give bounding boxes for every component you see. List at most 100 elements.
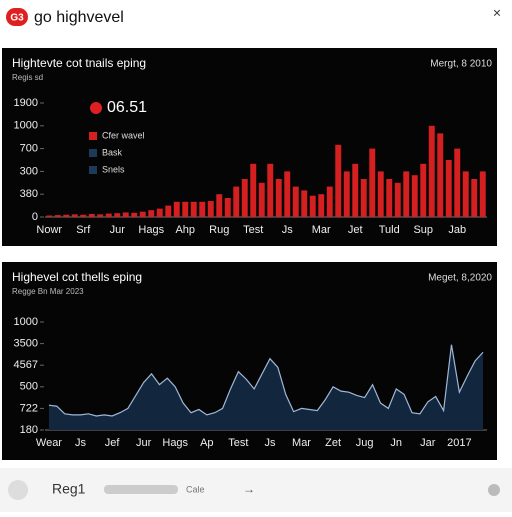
bar bbox=[46, 215, 53, 217]
bar bbox=[216, 194, 223, 217]
bar bbox=[267, 163, 274, 217]
bar bbox=[54, 215, 61, 217]
x-tick-label: Test bbox=[228, 437, 248, 449]
close-button[interactable]: × bbox=[493, 5, 501, 21]
bar bbox=[318, 194, 325, 217]
bar bbox=[173, 201, 180, 217]
field-text: Cale bbox=[186, 484, 205, 494]
bar bbox=[284, 171, 291, 217]
bar bbox=[258, 182, 265, 217]
bar bbox=[471, 179, 478, 217]
x-tick-label: Jur bbox=[136, 437, 152, 449]
x-tick-label: Wear bbox=[36, 437, 62, 449]
bar bbox=[131, 212, 138, 217]
y-tick-label: 3500 bbox=[14, 338, 38, 350]
x-tick-label: Ap bbox=[200, 437, 213, 449]
bar bbox=[71, 214, 78, 217]
x-tick-label: Rug bbox=[209, 224, 229, 236]
y-tick-label: 180 bbox=[20, 424, 38, 436]
bar bbox=[326, 186, 333, 217]
x-tick-label: Srf bbox=[76, 224, 91, 236]
chart-date: Mergt, 8 2010 bbox=[430, 59, 492, 70]
bar bbox=[190, 201, 197, 217]
y-tick-label: 1900 bbox=[14, 97, 38, 109]
bar bbox=[301, 190, 308, 217]
y-tick-label: 380 bbox=[20, 188, 38, 200]
chart-subtitle: Regis sd bbox=[12, 73, 43, 82]
bar bbox=[360, 179, 367, 217]
bar bbox=[275, 179, 282, 217]
y-tick-label: 1000 bbox=[14, 120, 38, 132]
bar bbox=[292, 186, 299, 217]
bar bbox=[462, 171, 469, 217]
bar bbox=[148, 210, 155, 217]
x-tick-label: Hags bbox=[138, 224, 164, 236]
chart-title: Highevel cot thells eping bbox=[12, 270, 142, 284]
bar bbox=[139, 211, 146, 217]
input-field[interactable] bbox=[104, 485, 178, 494]
bar bbox=[199, 201, 206, 217]
x-tick-label: Jur bbox=[110, 224, 126, 236]
bar bbox=[80, 214, 87, 217]
bar bbox=[437, 133, 444, 217]
bar bbox=[454, 148, 461, 217]
bar bbox=[250, 163, 257, 217]
annotation: 06.51 bbox=[107, 99, 147, 116]
bar bbox=[309, 195, 316, 217]
x-tick-label: Mar bbox=[292, 437, 311, 449]
chart-date: Meget, 8,2020 bbox=[428, 273, 492, 284]
bar bbox=[377, 171, 384, 217]
footer-bar bbox=[0, 468, 512, 512]
y-tick-label: 500 bbox=[20, 381, 38, 393]
app-title: go highvevel bbox=[34, 9, 124, 26]
x-tick-label: Hags bbox=[162, 437, 188, 449]
bar bbox=[343, 171, 350, 217]
bar bbox=[182, 201, 189, 217]
legend-swatch bbox=[89, 132, 97, 140]
legend-label: Cfer wavel bbox=[102, 130, 145, 140]
x-tick-label: Jet bbox=[348, 224, 363, 236]
x-tick-label: Test bbox=[243, 224, 263, 236]
legend-label: Bask bbox=[102, 147, 123, 157]
legend-swatch bbox=[89, 166, 97, 174]
x-tick-label: Js bbox=[282, 224, 294, 236]
x-tick-label: 2017 bbox=[447, 437, 471, 449]
shield-icon[interactable] bbox=[488, 484, 500, 496]
x-tick-label: Js bbox=[75, 437, 87, 449]
bar bbox=[241, 179, 248, 217]
x-tick-label: Mar bbox=[312, 224, 331, 236]
x-tick-label: Jug bbox=[356, 437, 374, 449]
chart-title: Hightevte cot tnails eping bbox=[12, 56, 146, 70]
x-tick-label: Zet bbox=[325, 437, 341, 449]
arrow-button[interactable]: → bbox=[243, 482, 255, 496]
bar bbox=[394, 182, 401, 217]
chart-subtitle: Regge Bn Mar 2023 bbox=[12, 287, 84, 296]
bar bbox=[63, 214, 70, 217]
bar bbox=[105, 213, 112, 217]
bar bbox=[479, 171, 486, 217]
bar bbox=[122, 212, 129, 217]
bar bbox=[114, 213, 121, 217]
x-tick-label: Nowr bbox=[36, 224, 62, 236]
bar bbox=[156, 208, 163, 217]
bar bbox=[352, 163, 359, 217]
line bbox=[48, 344, 484, 417]
bar bbox=[386, 179, 393, 217]
bar bbox=[224, 198, 231, 217]
y-tick-label: 722 bbox=[20, 402, 38, 414]
bar bbox=[420, 163, 427, 217]
footer-icon[interactable] bbox=[8, 480, 28, 500]
area-fill bbox=[48, 344, 484, 430]
bar bbox=[445, 160, 452, 217]
bar bbox=[233, 186, 240, 217]
bar bbox=[88, 213, 95, 217]
x-tick-label: Jar bbox=[420, 437, 436, 449]
legend-label: Snels bbox=[102, 164, 125, 174]
bar bbox=[165, 205, 172, 217]
y-tick-label: 1000 bbox=[14, 316, 38, 328]
x-tick-label: Jn bbox=[390, 437, 402, 449]
bar bbox=[403, 171, 410, 217]
bar bbox=[411, 175, 418, 217]
